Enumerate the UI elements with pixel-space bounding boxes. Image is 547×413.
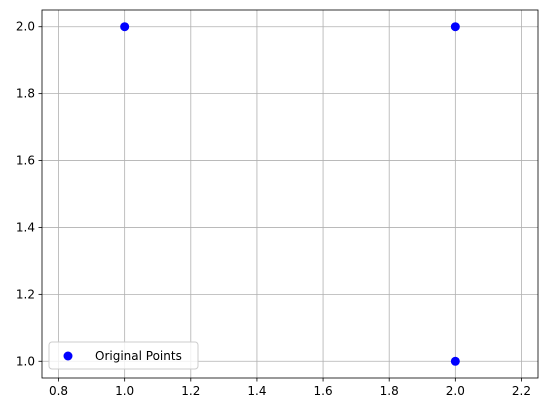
x-axis: 0.8 1.0 1.2 1.4 1.6 1.8 2.0 2.2 xyxy=(49,378,531,398)
y-tick-label: 1.8 xyxy=(16,87,35,101)
legend: Original Points xyxy=(48,341,199,370)
data-point xyxy=(450,22,460,32)
x-tick-label: 2.2 xyxy=(512,384,531,398)
x-tick-label: 0.8 xyxy=(49,384,68,398)
x-tick-label: 2.0 xyxy=(446,384,465,398)
legend-label: Original Points xyxy=(95,349,182,363)
x-tick-label: 1.2 xyxy=(181,384,200,398)
y-tick-label: 1.6 xyxy=(16,154,35,168)
legend-box xyxy=(48,341,199,370)
y-tick-label: 2.0 xyxy=(16,20,35,34)
data-points xyxy=(120,22,460,366)
x-tick-label: 1.6 xyxy=(314,384,333,398)
y-tick-label: 1.0 xyxy=(16,354,35,368)
x-tick-label: 1.0 xyxy=(115,384,134,398)
data-point xyxy=(450,356,460,366)
x-tick-label: 1.8 xyxy=(380,384,399,398)
y-tick-label: 1.4 xyxy=(16,220,35,234)
data-point xyxy=(120,22,130,32)
legend-marker xyxy=(63,351,73,361)
y-axis: 1.0 1.2 1.4 1.6 1.8 2.0 xyxy=(16,20,42,368)
y-tick-label: 1.2 xyxy=(16,287,35,301)
plot-frame xyxy=(41,9,539,379)
x-tick-label: 1.4 xyxy=(247,384,266,398)
